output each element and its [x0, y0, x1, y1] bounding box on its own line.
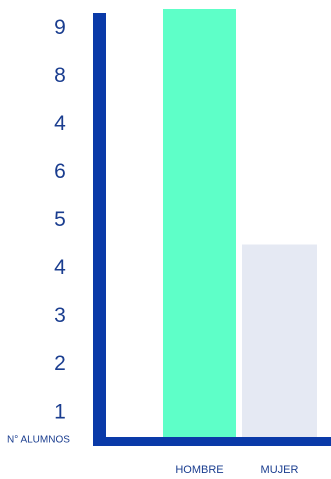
y-tick-label: 5 [54, 208, 66, 231]
x-tick-label: MUJER [261, 464, 299, 476]
y-tick-label: 4 [54, 256, 66, 279]
x-axis [93, 437, 331, 446]
y-tick-label: 3 [54, 304, 66, 327]
y-tick-label: 1 [54, 400, 66, 423]
y-tick-label: 2 [54, 352, 66, 375]
y-tick-label: 8 [54, 64, 66, 87]
y-axis [93, 13, 106, 446]
y-tick-label: 4 [54, 112, 66, 135]
x-tick-label: HOMBRE [175, 464, 223, 476]
bar [163, 9, 236, 444]
y-axis-label: N° ALUMNOS [7, 435, 70, 446]
y-tick-label: 9 [54, 16, 66, 39]
bar [242, 244, 317, 444]
y-tick-label: 6 [54, 160, 66, 183]
